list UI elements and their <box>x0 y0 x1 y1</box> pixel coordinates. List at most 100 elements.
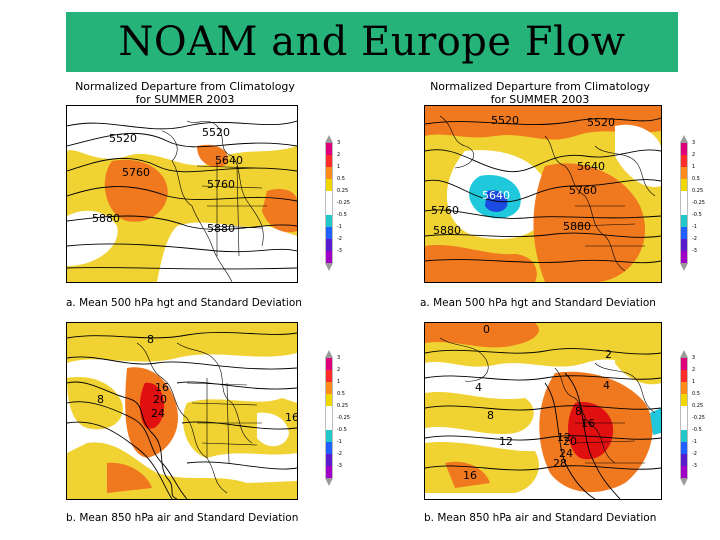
panel-1-contour-label: 5760 <box>122 166 150 179</box>
colorbar-swatch <box>325 215 333 227</box>
colorbar-tick-label: 1 <box>337 164 341 170</box>
colorbar-end-arrow <box>325 123 333 143</box>
colorbar-tick-label: -3 <box>337 463 342 469</box>
colorbar-tick-label: 0.25 <box>337 188 349 194</box>
panel-4-contour-label: 4 <box>603 379 610 392</box>
colorbar-swatch <box>680 239 688 251</box>
colorbar-tick-label: 1 <box>692 379 696 385</box>
colorbar-tick-label: 1 <box>337 379 341 385</box>
panel-3-contour-label: 16 <box>285 411 297 424</box>
colorbar-swatch <box>680 203 688 215</box>
panel-1-contour-label: 5520 <box>202 126 230 139</box>
colorbar-swatch <box>680 430 688 442</box>
colorbar-tick-label: -0.25 <box>692 415 705 421</box>
colorbar-tick-label: 0.25 <box>692 403 704 409</box>
colorbar-tick-label: -0.5 <box>692 427 702 433</box>
colorbar-tick-label: 1 <box>692 164 696 170</box>
title-bar: NOAM and Europe Flow <box>66 12 678 72</box>
colorbar-tick-label: -0.25 <box>692 200 705 206</box>
panel-2-contour-label: 5880 <box>433 224 461 237</box>
colorbar-tick-label: -0.5 <box>692 212 702 218</box>
panel-4-contour-label: 28 <box>553 457 567 470</box>
colorbar-swatch <box>680 143 688 155</box>
colorbar-tick-label: -1 <box>692 439 697 445</box>
colorbar-tick-label: 0.5 <box>692 176 700 182</box>
panel-2-caption: a. Mean 500 hPa hgt and Standard Deviati… <box>420 297 656 309</box>
panel-4-contour-label: 4 <box>475 381 482 394</box>
colorbar-swatch <box>325 203 333 215</box>
panel-1-caption: a. Mean 500 hPa hgt and Standard Deviati… <box>66 297 302 309</box>
colorbar-end-arrow <box>680 338 688 358</box>
panel-4-contour-label: 8 <box>575 405 582 418</box>
panel-2-contour-label: 5520 <box>491 114 519 127</box>
colorbar-end-arrow <box>325 338 333 358</box>
panel-1-contour-label: 5880 <box>92 212 120 225</box>
colorbar-tick-labels: 3 2 1 0.5 0.25 -0.25 -0.5 -1 -2 -3 <box>337 137 350 254</box>
colorbar-tick-label: 2 <box>692 367 696 373</box>
colorbar-swatch <box>680 382 688 394</box>
colorbar-tick-label: -3 <box>692 248 697 254</box>
panel-2-map: 5520 5520 5640 5640 5760 5760 5880 5880 <box>424 105 662 283</box>
colorbar-tick-label: 2 <box>337 152 341 158</box>
panel-1-header-line2: for SUMMER 2003 <box>135 93 235 106</box>
colorbar-tick-label: -1 <box>337 439 342 445</box>
panel-1-map: 5520 5520 5640 5760 5760 5880 5880 <box>66 105 298 283</box>
colorbar-swatch <box>680 394 688 406</box>
panel-3-contour-label: 8 <box>97 393 104 406</box>
panel-4-contour-label: 12 <box>499 435 513 448</box>
colorbar-swatch <box>680 155 688 167</box>
panel-4-contour-label: 2 <box>605 348 612 361</box>
colorbar-swatch <box>680 215 688 227</box>
colorbar-swatch <box>325 227 333 239</box>
colorbar-tick-label: 0.25 <box>692 188 704 194</box>
panel-4-colorbar: 3 2 1 0.5 0.25 -0.25 -0.5 -1 -2 -3 <box>680 338 705 498</box>
panel-2-header: Normalized Departure from Climatology fo… <box>424 80 656 106</box>
colorbar-tick-label: -2 <box>692 236 697 242</box>
panel-4-caption: b. Mean 850 hPa air and Standard Deviati… <box>424 512 657 524</box>
panel-3-contour-label: 24 <box>151 407 165 420</box>
colorbar-swatch <box>325 382 333 394</box>
colorbar-swatch <box>325 251 333 263</box>
colorbar-tick-label: 3 <box>337 140 341 146</box>
colorbar-tick-label: -0.25 <box>337 200 350 206</box>
colorbar-tick-label: -2 <box>692 451 697 457</box>
panel-4-contour-label: 8 <box>487 409 494 422</box>
colorbar-end-arrow <box>680 123 688 143</box>
panel-1-contour-label: 5640 <box>215 154 243 167</box>
colorbar-tick-label: 0.25 <box>337 403 349 409</box>
panel-2-contour-label: 5880 <box>563 220 591 233</box>
panel-3-caption: b. Mean 850 hPa air and Standard Deviati… <box>66 512 299 524</box>
colorbar-tick-label: -3 <box>692 463 697 469</box>
colorbar-swatch <box>325 155 333 167</box>
colorbar-swatch <box>325 454 333 466</box>
panel-3-contour-label: 20 <box>153 393 167 406</box>
panel-1-contour-label: 5880 <box>207 222 235 235</box>
panel-4-contour-label: 16 <box>581 417 595 430</box>
colorbar-swatch <box>325 430 333 442</box>
colorbar-tick-label: -3 <box>337 248 342 254</box>
colorbar-swatch <box>325 442 333 454</box>
colorbar-tick-label: -0.25 <box>337 415 350 421</box>
panel-4-contour-label: 20 <box>563 435 577 448</box>
colorbar-swatch <box>680 227 688 239</box>
colorbar-swatch <box>680 406 688 418</box>
colorbar-tick-label: 2 <box>337 367 341 373</box>
colorbar-swatch <box>325 358 333 370</box>
panel-1-contour-label: 5520 <box>109 132 137 145</box>
panel-2-contour-label: 5760 <box>569 184 597 197</box>
colorbar-swatch <box>325 370 333 382</box>
colorbar-tick-label: 3 <box>337 355 341 361</box>
panel-4-map: 0 2 4 4 8 8 12 16 12 20 24 28 16 <box>424 322 662 500</box>
colorbar-swatch <box>680 251 688 263</box>
colorbar-end-arrow <box>680 478 688 498</box>
colorbar-tick-labels: 3 2 1 0.5 0.25 -0.25 -0.5 -1 -2 -3 <box>337 352 350 469</box>
colorbar-tick-label: 3 <box>692 140 696 146</box>
colorbar-tick-label: -0.5 <box>337 212 347 218</box>
panel-2-header-line2: for SUMMER 2003 <box>490 93 590 106</box>
panel-1-colorbar: 3 2 1 0.5 0.25 -0.25 -0.5 -1 -2 -3 <box>325 123 350 283</box>
colorbar-swatch <box>680 418 688 430</box>
colorbar-swatch <box>680 454 688 466</box>
panel-3-colorbar: 3 2 1 0.5 0.25 -0.25 -0.5 -1 -2 -3 <box>325 338 350 498</box>
colorbar-tick-label: -1 <box>692 224 697 230</box>
panel-2-contour-label: 5640 <box>482 189 510 202</box>
